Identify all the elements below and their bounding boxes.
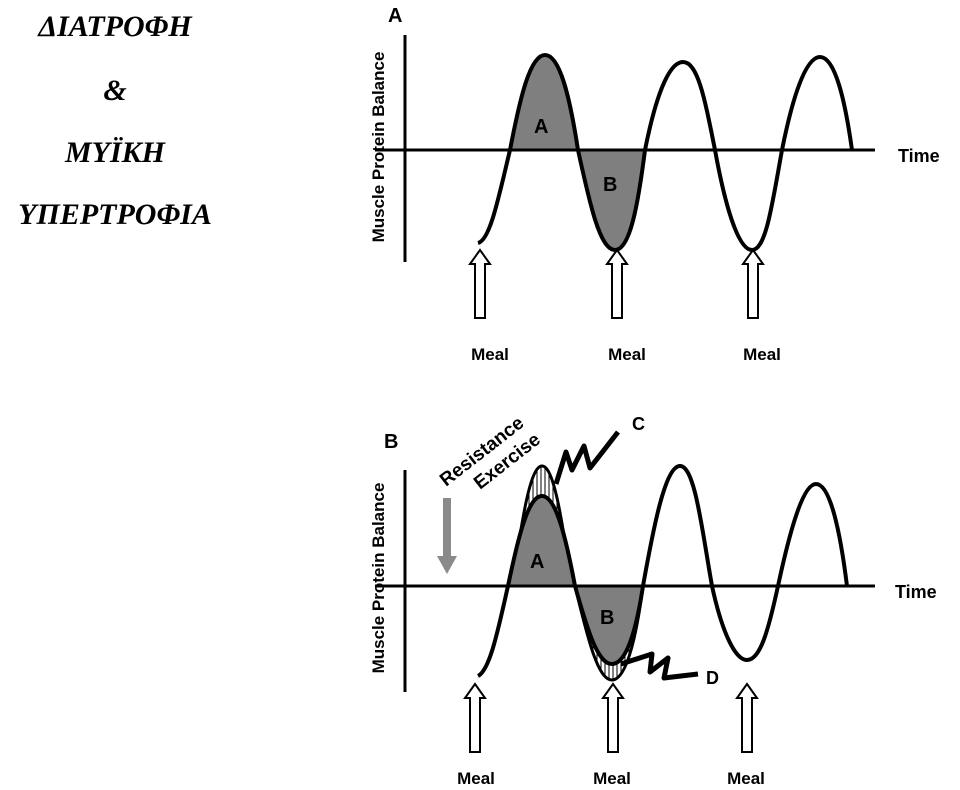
title-line-1: ΔΙΑΤΡΟΦΗ [38,10,192,43]
panel-b-meal-label-2: Meal [593,769,631,788]
panel-b-annotation-c: C [632,414,645,434]
panel-a-area-a-label: A [534,116,548,138]
panel-b-x-axis-label: Time [895,582,937,602]
resistance-exercise-arrow-icon [437,498,457,574]
panel-b-area-a-label: A [530,551,544,573]
panel-a-area-b-label: B [603,174,617,196]
panel-a-balance-curve [477,52,854,253]
panel-a-letter: A [388,5,402,27]
title-line-3: ΜΥΪΚΗ [64,136,166,169]
panel-a-y-axis-label: Muscle Protein Balance [369,52,388,243]
panel-a: A Muscle Protein Balance Time A B Meal M… [369,5,940,364]
meal-arrow-icon [468,248,492,319]
title-line-2: & [103,74,127,107]
panel-b-meal-label-1: Meal [457,769,495,788]
panel-b-annotation-d: D [706,668,719,688]
panel-b-letter: B [384,431,398,453]
panel-a-meal-label-1: Meal [471,345,509,364]
panel-b-area-b [575,586,643,664]
panel-a-meal-label-2: Meal [608,345,646,364]
panel-b-area-b-label: B [600,607,614,629]
meal-arrow-icon [605,248,629,319]
panel-b-meal-label-3: Meal [727,769,765,788]
title-line-4: ΥΠΕΡΤΡΟΦΙΑ [18,198,212,231]
zigzag-pointer-icon [553,430,620,485]
meal-arrow-icon [463,682,487,753]
meal-arrow-icon [735,682,759,753]
meal-arrow-icon [741,248,765,319]
panel-b: B Muscle Protein Balance Resistance Exer… [369,413,937,788]
panel-a-meal-label-3: Meal [743,345,781,364]
panel-a-x-axis-label: Time [898,146,940,166]
panel-a-area-b [578,150,645,250]
zigzag-pointer-icon [620,651,699,681]
meal-arrow-icon [601,682,625,753]
panel-b-y-axis-label: Muscle Protein Balance [369,483,388,674]
panel-b-balance-curve [476,463,849,678]
